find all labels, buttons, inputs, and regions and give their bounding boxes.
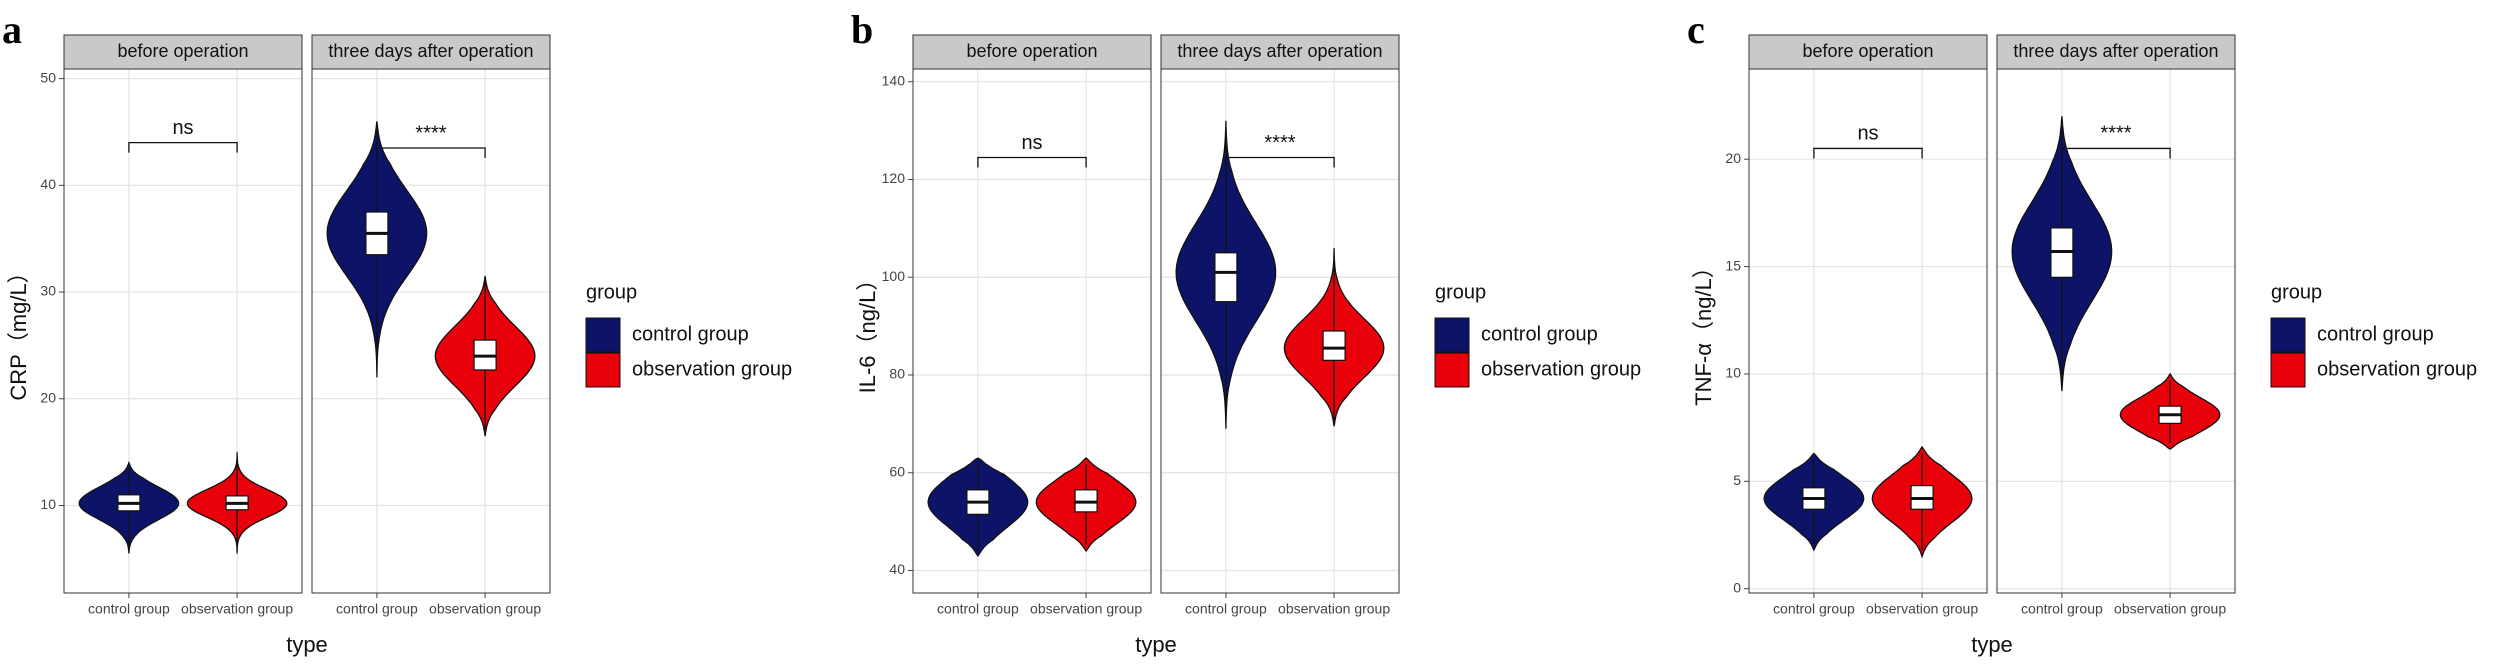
y-axis-title: IL-6（ng/L） xyxy=(855,269,880,394)
x-axis-title: type xyxy=(1971,632,2013,657)
facet-strip xyxy=(1996,34,2236,70)
legend-key xyxy=(2270,317,2306,353)
facet-strip xyxy=(311,34,551,70)
significance-label: **** xyxy=(415,122,446,144)
panel-label: b xyxy=(851,7,873,52)
significance-bracket xyxy=(128,141,238,153)
significance-bracket xyxy=(977,156,1087,168)
significance-label: ns xyxy=(1857,123,1878,145)
y-tick-label: 0 xyxy=(1733,579,1741,595)
significance-bracket xyxy=(376,147,486,158)
x-tick-label: control group xyxy=(937,601,1019,617)
y-tick-label: 120 xyxy=(882,170,906,186)
y-tick-label: 100 xyxy=(882,268,906,284)
significance-label: **** xyxy=(1264,132,1295,154)
facet-title: three days after operation xyxy=(2013,41,2218,61)
plot-border xyxy=(1996,68,2236,594)
y-tick-label: 5 xyxy=(1733,472,1741,488)
facet-title: three days after operation xyxy=(328,41,533,61)
x-tick-label: control group xyxy=(1185,601,1267,617)
x-tick-label: observation group xyxy=(429,601,541,617)
plot-border xyxy=(1160,68,1400,594)
y-tick-label: 10 xyxy=(40,496,56,512)
panel-label: c xyxy=(1687,7,1705,52)
x-tick-label: observation group xyxy=(181,601,293,617)
plot-border xyxy=(1748,68,1988,594)
x-tick-label: control group xyxy=(2021,601,2103,617)
legend-key xyxy=(585,352,621,388)
y-tick-label: 60 xyxy=(889,463,905,479)
legend-label: control group xyxy=(632,323,749,345)
x-tick-label: observation group xyxy=(1030,601,1142,617)
plot-border xyxy=(311,68,551,594)
x-axis-title: type xyxy=(286,632,328,657)
facet-title: before operation xyxy=(117,41,248,61)
significance-bracket xyxy=(2061,147,2171,159)
y-tick-label: 80 xyxy=(889,366,905,382)
facet-strip xyxy=(1160,34,1400,70)
y-tick-label: 40 xyxy=(40,176,56,192)
legend-key xyxy=(1434,352,1470,388)
facet-strip xyxy=(912,34,1152,70)
legend-key xyxy=(2270,352,2306,388)
significance-label: ns xyxy=(172,117,193,139)
x-tick-label: control group xyxy=(1773,601,1855,617)
facet-title: before operation xyxy=(966,41,1097,61)
y-axis-title: CRP（mg/L） xyxy=(6,261,31,400)
legend-label: observation group xyxy=(2317,358,2477,380)
legend-key xyxy=(1434,317,1470,353)
y-axis-title: TNF-α（ng/L） xyxy=(1691,256,1716,406)
legend-title: group xyxy=(586,281,637,303)
y-tick-label: 10 xyxy=(1725,365,1741,381)
legend-label: control group xyxy=(1481,323,1598,345)
y-tick-label: 20 xyxy=(1725,150,1741,166)
y-tick-label: 15 xyxy=(1725,257,1741,273)
y-tick-label: 140 xyxy=(882,72,906,88)
legend-label: control group xyxy=(2317,323,2434,345)
y-tick-label: 20 xyxy=(40,389,56,405)
significance-label: **** xyxy=(2100,123,2131,145)
facet-title: three days after operation xyxy=(1177,41,1382,61)
box xyxy=(1214,252,1238,303)
plot-border xyxy=(912,68,1152,594)
plot-area xyxy=(1996,68,2236,594)
facet-strip xyxy=(63,34,303,70)
y-tick-label: 40 xyxy=(889,561,905,577)
y-tick-label: 50 xyxy=(40,69,56,85)
facet-strip xyxy=(1748,34,1988,70)
legend-key xyxy=(585,317,621,353)
legend-label: observation group xyxy=(1481,358,1641,380)
x-tick-label: observation group xyxy=(1866,601,1978,617)
plot-border xyxy=(63,68,303,594)
x-tick-label: observation group xyxy=(2114,601,2226,617)
facet-title: before operation xyxy=(1802,41,1933,61)
y-tick-label: 30 xyxy=(40,283,56,299)
x-axis-title: type xyxy=(1135,632,1177,657)
panel-label: a xyxy=(2,7,22,52)
legend-title: group xyxy=(1435,281,1486,303)
significance-bracket xyxy=(1813,147,1923,159)
significance-bracket xyxy=(1225,156,1335,168)
box xyxy=(1322,330,1346,361)
legend-title: group xyxy=(2271,281,2322,303)
significance-label: ns xyxy=(1021,132,1042,154)
x-tick-label: observation group xyxy=(1278,601,1390,617)
x-tick-label: control group xyxy=(88,601,170,617)
x-tick-label: control group xyxy=(336,601,418,617)
legend-label: observation group xyxy=(632,358,792,380)
